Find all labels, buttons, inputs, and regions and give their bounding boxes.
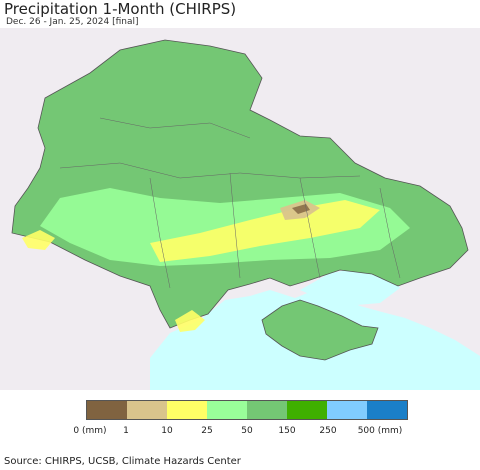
legend-tick-label: 500 (mm): [357, 426, 403, 436]
dry-band-yellow: [150, 200, 380, 262]
precipitation-legend: [86, 400, 408, 420]
dry-spot-yellow-west: [22, 230, 55, 250]
legend-tick-label: 150: [278, 426, 296, 436]
source-credit: Source: CHIRPS, UCSB, Climate Hazards Ce…: [4, 456, 241, 467]
precipitation-map: [0, 28, 480, 390]
legend-tick-label: 250: [319, 426, 337, 436]
legend-tick-labels: 0 (mm) 1 10 25 50 150 250 500 (mm): [0, 426, 480, 440]
legend-swatch: [367, 401, 407, 419]
legend-swatch: [287, 401, 327, 419]
legend-swatch: [127, 401, 167, 419]
dry-spot-yellow-south: [175, 310, 205, 332]
map-subtitle: Dec. 26 - Jan. 25, 2024 [final]: [6, 17, 139, 27]
legend-swatch: [207, 401, 247, 419]
azov-sea: [300, 268, 400, 306]
legend-swatch: [327, 401, 367, 419]
crimea: [261, 299, 379, 361]
legend-swatch: [247, 401, 287, 419]
internal-boundaries: [59, 117, 401, 289]
legend-tick-label: 50: [241, 426, 253, 436]
legend-swatch: [167, 401, 207, 419]
legend-tick-label: 1: [123, 426, 129, 436]
legend-swatch: [87, 401, 127, 419]
legend-tick-label: 0 (mm): [73, 426, 107, 436]
legend-tick-label: 25: [201, 426, 213, 436]
legend-tick-label: 10: [161, 426, 173, 436]
map-title: Precipitation 1-Month (CHIRPS): [4, 0, 237, 18]
